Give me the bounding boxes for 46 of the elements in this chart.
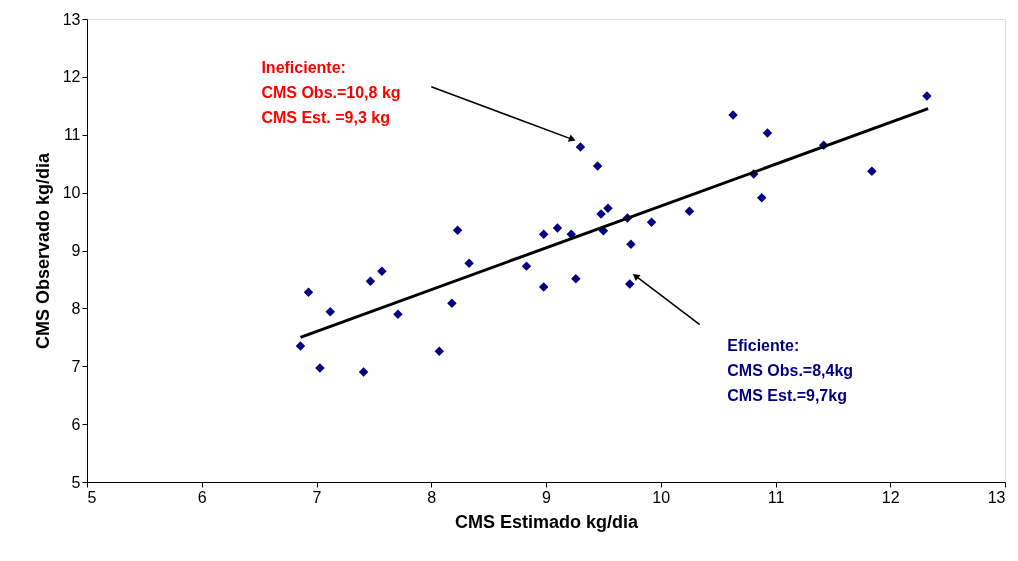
y-tick-label: 9: [71, 242, 81, 259]
annotation: Eficiente: CMS Obs.=8,4kg CMS Est.=9,7kg: [727, 336, 854, 404]
point: [552, 223, 563, 233]
point: [756, 193, 767, 203]
y-tick-label: 7: [71, 357, 81, 375]
point: [452, 225, 463, 235]
x-tick-label: 6: [197, 488, 207, 506]
y-axis-title: CMS Observado kg/dia: [32, 151, 53, 350]
annotation: Ineficiente: CMS Obs.=10,8 kg CMS Est. =9,3 kg: [261, 59, 401, 126]
point: [377, 266, 387, 277]
point: [571, 274, 581, 284]
point: [684, 206, 695, 216]
y-tick-label: 8: [71, 299, 81, 317]
point: [365, 276, 376, 286]
x-tick-label: 8: [427, 488, 437, 506]
point: [575, 142, 586, 152]
x-axis-title: CMS Estimado kg/dia: [454, 511, 639, 532]
y-tick-label: 5: [71, 473, 81, 491]
y-tick-label: 10: [62, 184, 81, 202]
point: [646, 217, 657, 227]
point: [762, 128, 773, 138]
point: [358, 367, 369, 377]
point: [295, 341, 306, 351]
y-tick-label: 12: [62, 68, 81, 86]
point: [434, 346, 445, 356]
point: [625, 279, 635, 289]
point: [303, 287, 314, 297]
y-tick-label: 13: [62, 10, 81, 28]
x-tick-label: 5: [87, 488, 97, 506]
y-tick-label: 6: [71, 415, 81, 433]
point: [464, 258, 474, 268]
x-tick-label: 13: [987, 488, 1006, 506]
x-tick-label: 12: [881, 488, 900, 506]
point: [592, 161, 603, 171]
point: [538, 282, 549, 292]
point: [603, 203, 613, 213]
point: [867, 166, 877, 176]
point: [447, 298, 457, 308]
x-tick-label: 9: [542, 488, 552, 506]
point: [325, 307, 336, 317]
x-tick-label: 10: [652, 488, 671, 506]
point: [538, 229, 549, 240]
x-tick-label: 7: [312, 488, 322, 506]
point: [521, 261, 532, 271]
y-tick-label: 11: [63, 126, 81, 144]
x-tick-label: 11: [767, 488, 785, 506]
